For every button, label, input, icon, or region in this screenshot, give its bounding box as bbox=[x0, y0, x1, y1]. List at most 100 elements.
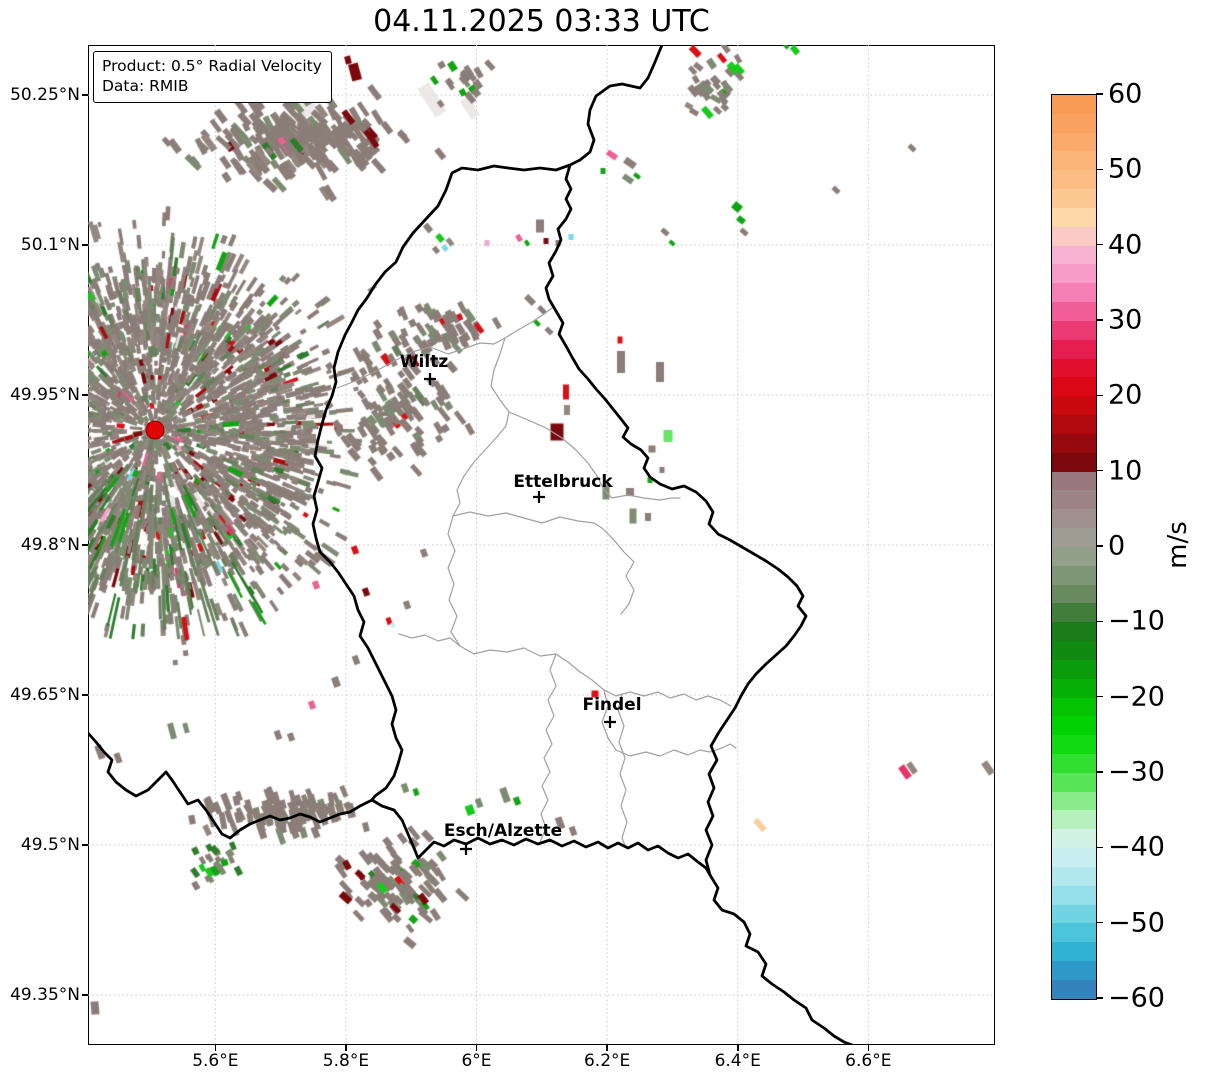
colorbar-tickmark bbox=[1096, 93, 1103, 95]
colorbar-tickmark bbox=[1096, 469, 1103, 472]
colorbar-tickmark bbox=[1096, 771, 1103, 773]
product-label: Product: 0.5° Radial Velocity bbox=[102, 57, 322, 75]
colorbar-tick-label: −40 bbox=[1108, 831, 1165, 863]
colorbar-tickmark bbox=[1096, 921, 1103, 924]
figure-title: 04.11.2025 03:33 UTC bbox=[373, 4, 710, 39]
product-info-box: Product: 0.5° Radial Velocity Data: RMIB bbox=[93, 51, 332, 103]
lon-tick-label: 6°E bbox=[461, 1051, 492, 1071]
colorbar-tickmark bbox=[1096, 620, 1103, 623]
colorbar-band bbox=[1052, 113, 1096, 133]
colorbar-tick-label: 30 bbox=[1108, 304, 1143, 336]
colorbar-band bbox=[1052, 622, 1096, 642]
colorbar-tickmark bbox=[1096, 997, 1103, 999]
colorbar-tickmark bbox=[1096, 846, 1103, 849]
colorbar-band bbox=[1052, 226, 1096, 246]
colorbar-tickmark bbox=[1096, 243, 1103, 246]
colorbar-band bbox=[1052, 245, 1096, 265]
colorbar-band bbox=[1052, 433, 1096, 453]
lat-tickmark bbox=[82, 394, 88, 396]
lat-tick-label: 50.25°N bbox=[10, 85, 80, 105]
colorbar-band bbox=[1052, 942, 1096, 962]
colorbar-band bbox=[1052, 415, 1096, 434]
lon-tickmark bbox=[867, 1045, 870, 1051]
colorbar-band bbox=[1052, 509, 1096, 529]
lon-tick-label: 6.2°E bbox=[583, 1051, 631, 1071]
lon-tickmark bbox=[606, 1045, 608, 1051]
colorbar-band bbox=[1052, 735, 1096, 754]
lat-tick-label: 50.1°N bbox=[20, 235, 80, 255]
lon-tickmark bbox=[214, 1045, 217, 1051]
colorbar-band bbox=[1052, 697, 1096, 717]
colorbar-band bbox=[1052, 283, 1096, 303]
colorbar-band bbox=[1052, 716, 1096, 736]
colorbar-band bbox=[1052, 791, 1096, 811]
colorbar-band bbox=[1052, 189, 1096, 208]
colorbar-tick-label: −60 bbox=[1108, 982, 1165, 1014]
colorbar-band bbox=[1052, 528, 1096, 547]
colorbar-band bbox=[1052, 866, 1096, 886]
colorbar-band bbox=[1052, 584, 1096, 604]
colorbar-band bbox=[1052, 753, 1096, 773]
colorbar-band bbox=[1052, 339, 1096, 359]
city-label: Wiltz bbox=[399, 352, 449, 372]
colorbar-tick-label: −20 bbox=[1108, 681, 1165, 713]
colorbar-band bbox=[1052, 772, 1096, 792]
colorbar-tick-label: 20 bbox=[1108, 379, 1143, 411]
colorbar-band bbox=[1052, 603, 1096, 623]
lat-tickmark bbox=[82, 94, 88, 96]
lon-tickmark bbox=[345, 1045, 347, 1051]
colorbar-band bbox=[1052, 678, 1096, 698]
city-label: Findel bbox=[582, 695, 642, 715]
lon-tick-label: 6.4°E bbox=[714, 1051, 761, 1071]
lat-tick-label: 49.65°N bbox=[10, 685, 80, 705]
colorbar-band bbox=[1052, 302, 1096, 321]
colorbar-band bbox=[1052, 904, 1096, 924]
colorbar-band bbox=[1052, 396, 1096, 416]
colorbar-tickmark bbox=[1096, 394, 1103, 397]
radar-data-canvas bbox=[88, 45, 995, 1045]
colorbar-tickmark bbox=[1096, 695, 1103, 698]
colorbar-band bbox=[1052, 565, 1096, 585]
lon-tickmark bbox=[475, 1045, 478, 1051]
colorbar-tick-label: 50 bbox=[1108, 153, 1143, 185]
velocity-colorbar bbox=[1051, 94, 1097, 1000]
colorbar-band bbox=[1052, 829, 1096, 849]
colorbar-tick-label: 40 bbox=[1108, 229, 1143, 261]
colorbar-unit-label: m/s bbox=[1163, 521, 1193, 569]
colorbar-band bbox=[1052, 452, 1096, 472]
colorbar-tick-label: 10 bbox=[1108, 455, 1143, 487]
lon-tick-label: 5.8°E bbox=[322, 1051, 370, 1071]
lon-tickmark bbox=[736, 1045, 739, 1051]
lat-tickmark bbox=[82, 694, 88, 696]
colorbar-band bbox=[1052, 170, 1096, 190]
colorbar-band bbox=[1052, 659, 1096, 679]
colorbar-tick-label: 0 bbox=[1108, 530, 1126, 562]
lat-tickmark bbox=[82, 994, 88, 996]
city-label: Ettelbruck bbox=[513, 472, 613, 492]
lat-tick-label: 49.95°N bbox=[10, 385, 80, 405]
colorbar-tick-label: 60 bbox=[1108, 78, 1143, 110]
colorbar-tickmark bbox=[1096, 319, 1103, 321]
colorbar-band bbox=[1052, 471, 1096, 491]
colorbar-tick-label: −10 bbox=[1108, 605, 1165, 637]
lat-tick-label: 49.35°N bbox=[10, 985, 80, 1005]
colorbar-band bbox=[1052, 885, 1096, 905]
colorbar-tick-label: −30 bbox=[1108, 756, 1165, 788]
lat-tick-label: 49.5°N bbox=[20, 835, 80, 855]
lon-tick-label: 5.6°E bbox=[192, 1051, 239, 1071]
colorbar-band bbox=[1052, 95, 1096, 114]
colorbar-band bbox=[1052, 358, 1096, 378]
colorbar-band bbox=[1052, 320, 1096, 340]
colorbar-band bbox=[1052, 979, 1096, 999]
colorbar-band bbox=[1052, 848, 1096, 867]
colorbar-tick-label: −50 bbox=[1108, 907, 1165, 939]
lat-tickmark bbox=[82, 244, 88, 246]
city-label: Esch/Alzette bbox=[443, 821, 563, 841]
colorbar-tickmark bbox=[1096, 545, 1103, 547]
colorbar-band bbox=[1052, 923, 1096, 943]
lon-tick-label: 6.6°E bbox=[845, 1051, 892, 1071]
lat-tickmark bbox=[82, 544, 88, 546]
lat-tick-label: 49.8°N bbox=[20, 535, 80, 555]
colorbar-band bbox=[1052, 641, 1096, 660]
